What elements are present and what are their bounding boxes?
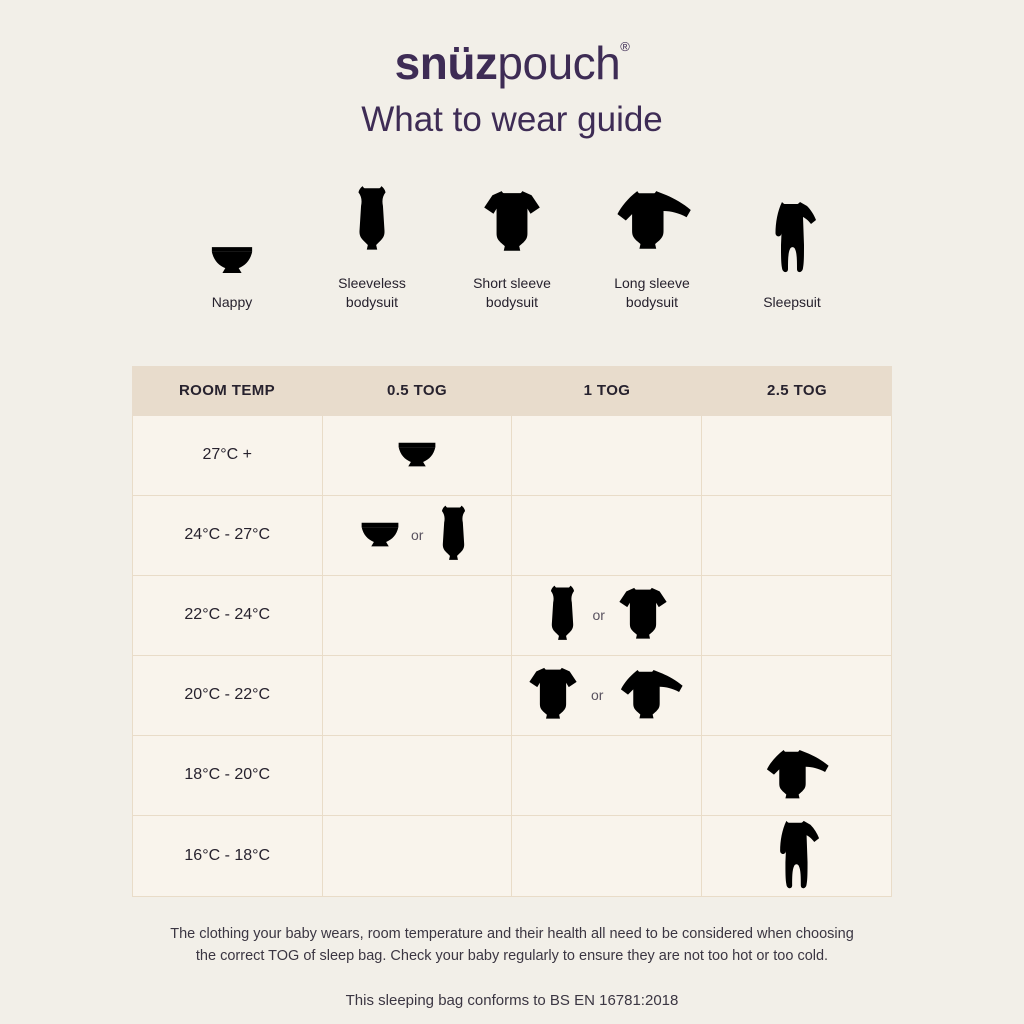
table-header-row: ROOM TEMP 0.5 TOG 1 TOG 2.5 TOG — [132, 365, 892, 416]
clothing-cell-2-5-tog — [702, 816, 892, 896]
clothing-cell-0-5-tog: or — [322, 495, 512, 576]
sleepsuit-icon — [769, 818, 823, 893]
empty-cell — [701, 576, 891, 656]
legend-label: Nappy — [211, 293, 253, 310]
empty-cell — [512, 735, 702, 816]
tog-guide-table: ROOM TEMP 0.5 TOG 1 TOG 2.5 TOG 27°C + 24°C … — [132, 365, 892, 897]
legend-icon-box — [348, 176, 396, 258]
long-sleeve-bodysuit-icon — [608, 185, 696, 258]
sleepsuit-icon — [764, 199, 820, 277]
short-sleeve-bodysuit-icon — [479, 188, 545, 258]
page-title: What to wear guide — [361, 100, 663, 139]
empty-cell — [701, 656, 891, 736]
room-temp-label: 27°C + — [202, 446, 253, 464]
room-temp-label: 20°C - 22°C — [184, 686, 271, 704]
brand-logo: snüzpouch® — [0, 36, 1024, 90]
nappy-icon — [396, 440, 438, 470]
legend-label: Short sleeve bodysuit — [473, 275, 551, 310]
or-label: or — [591, 687, 604, 704]
registered-trademark-symbol: ® — [620, 39, 630, 54]
clothing-cell-2-5-tog — [701, 736, 891, 816]
empty-cell — [512, 815, 702, 896]
nappy-icon — [359, 520, 401, 550]
clothing-cell-1-tog: or — [512, 655, 702, 736]
legend-icon-box — [479, 176, 545, 258]
legend-icon-box — [764, 195, 820, 277]
legend-label: Long sleeve bodysuit — [614, 275, 690, 310]
empty-cell — [512, 495, 702, 576]
room-temp-label: 22°C - 24°C — [184, 606, 271, 624]
column-header-0-5-tog: 0.5 TOG — [386, 382, 448, 400]
legend-item-long-sleeve-bodysuit: Long sleeve bodysuit — [596, 176, 708, 312]
legend-label: Sleepsuit — [763, 293, 821, 310]
footer-conformance: This sleeping bag conforms to BS EN 1678… — [345, 991, 679, 1009]
legend-label: Sleeveless bodysuit — [338, 275, 406, 310]
room-temp-cell: 20°C - 22°C — [133, 655, 323, 736]
short-sleeve-bodysuit-icon — [615, 585, 671, 645]
column-header-1-tog: 1 TOG — [583, 382, 631, 400]
room-temp-cell: 27°C + — [133, 415, 323, 496]
empty-cell — [701, 496, 891, 576]
room-temp-cell: 16°C - 18°C — [133, 815, 323, 896]
sleeveless-bodysuit-icon — [348, 183, 396, 258]
table-body: 27°C + 24°C - 27°C or 22°C - 24°C or 20°C - 2… — [132, 415, 892, 897]
nappy-icon — [209, 244, 255, 277]
clothing-cell-0-5-tog — [322, 415, 512, 496]
room-temp-cell: 24°C - 27°C — [133, 495, 323, 576]
room-temp-cell: 18°C - 20°C — [133, 735, 323, 816]
legend-item-sleepsuit: Sleepsuit — [736, 195, 848, 312]
legend-item-nappy: Nappy — [176, 195, 288, 312]
column-header-room-temp: ROOM TEMP — [178, 382, 276, 400]
short-sleeve-bodysuit-icon — [525, 665, 581, 725]
long-sleeve-bodysuit-icon — [759, 745, 833, 806]
empty-cell — [322, 575, 512, 656]
brand-logo-regular: pouch — [497, 37, 621, 89]
sleeveless-bodysuit-icon — [433, 503, 474, 567]
empty-cell — [322, 655, 512, 736]
empty-cell — [323, 815, 512, 896]
room-temp-label: 16°C - 18°C — [184, 846, 271, 864]
sleeveless-bodysuit-icon — [542, 583, 583, 647]
or-label: or — [592, 607, 605, 624]
or-label: or — [411, 527, 424, 544]
room-temp-label: 24°C - 27°C — [184, 526, 271, 544]
room-temp-label: 18°C - 20°C — [184, 766, 271, 784]
legend-item-sleeveless-bodysuit: Sleeveless bodysuit — [316, 176, 428, 312]
legend-item-short-sleeve-bodysuit: Short sleeve bodysuit — [456, 176, 568, 312]
legend-icon-box — [608, 176, 696, 258]
clothing-cell-1-tog: or — [512, 575, 702, 656]
empty-cell — [701, 416, 891, 496]
empty-cell — [512, 415, 702, 496]
footer-note: The clothing your baby wears, room tempe… — [170, 925, 854, 965]
long-sleeve-bodysuit-icon — [613, 665, 687, 726]
column-header-2-5-tog: 2.5 TOG — [766, 382, 828, 400]
empty-cell — [322, 735, 512, 816]
room-temp-cell: 22°C - 24°C — [133, 575, 323, 656]
legend-icon-box — [209, 195, 255, 277]
brand-logo-bold: snüz — [394, 37, 498, 89]
clothing-legend: Nappy Sleeveless bodysuit Short sleeve bod… — [0, 176, 1024, 312]
